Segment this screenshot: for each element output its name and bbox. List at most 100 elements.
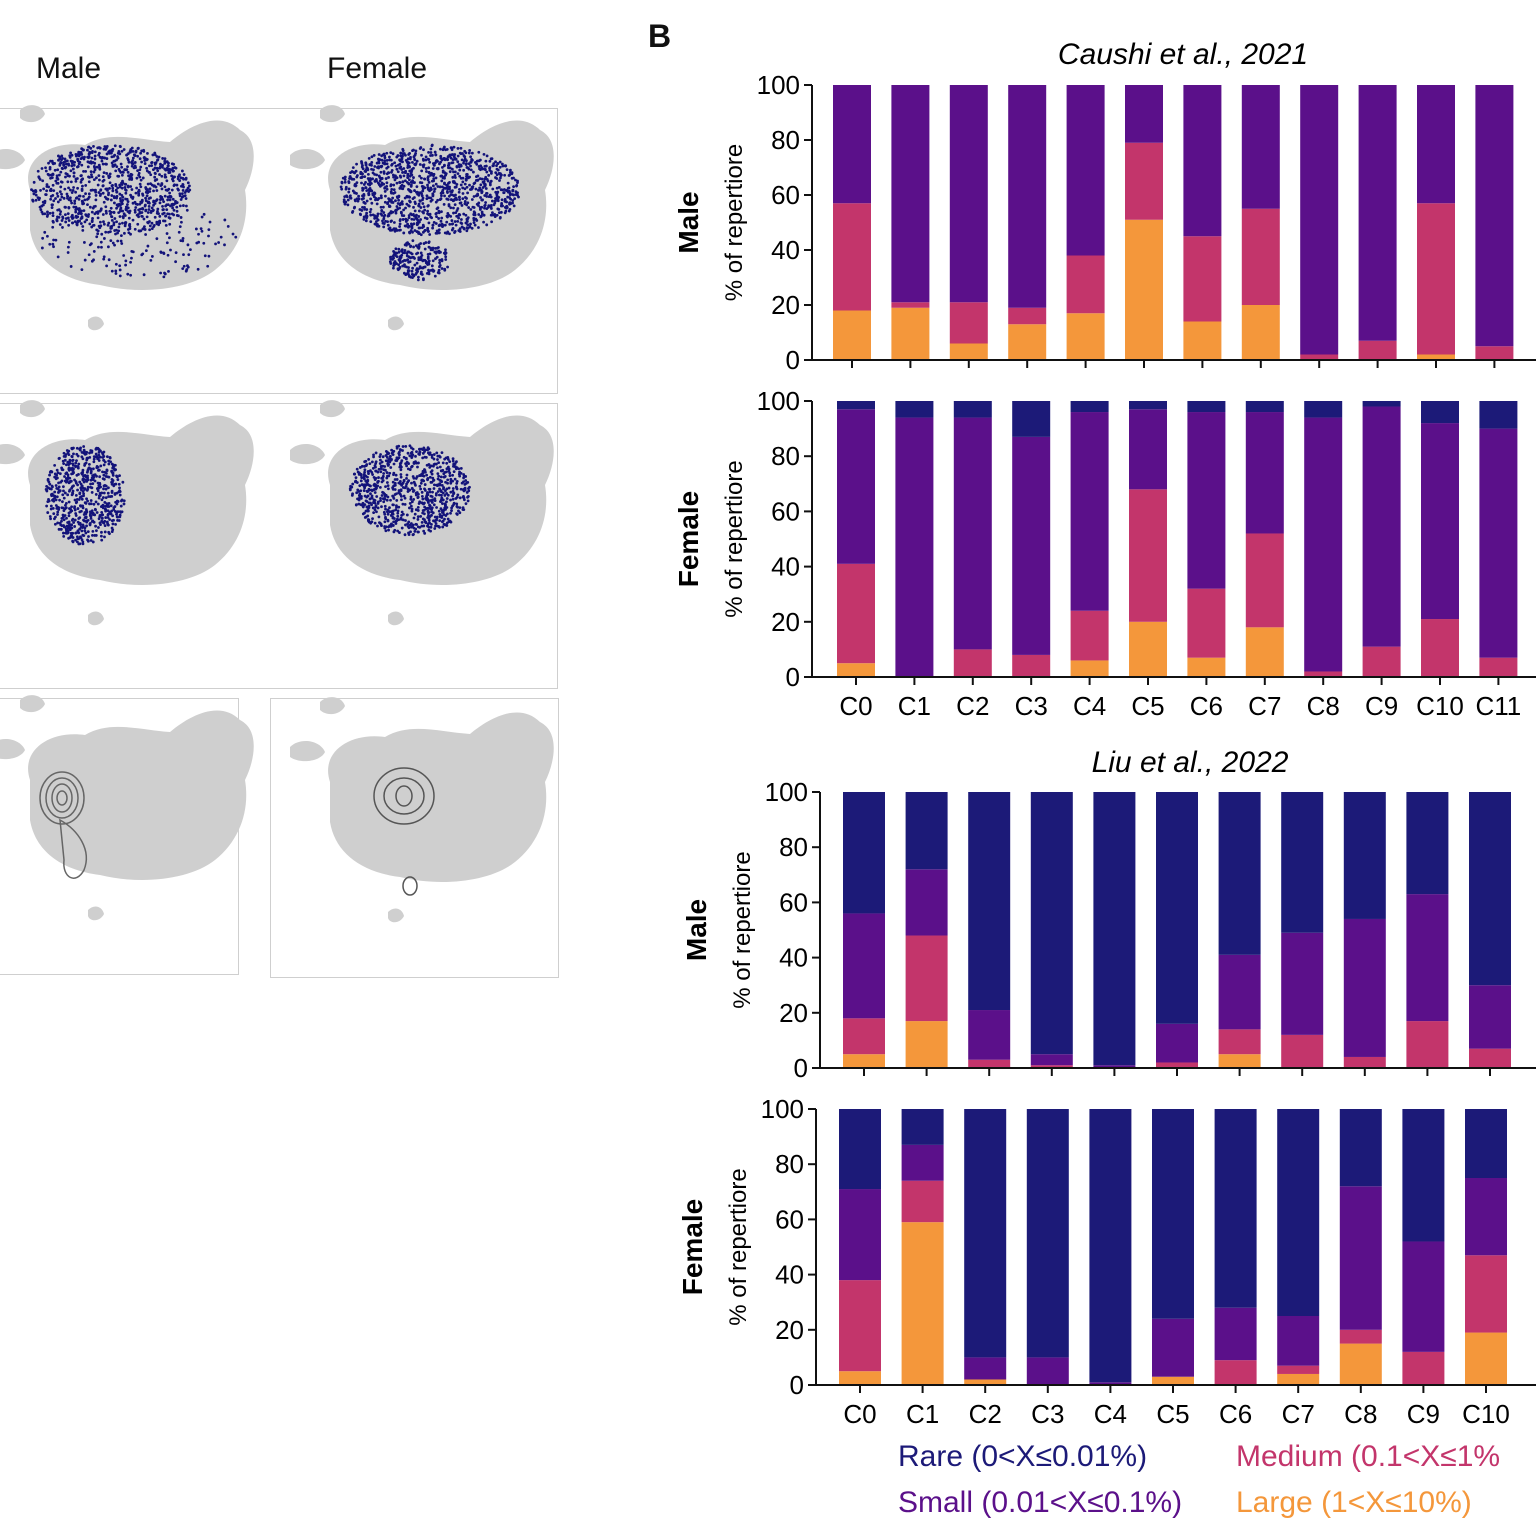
- umap-female-row-1-highlight: [339, 143, 520, 237]
- umap-cell-cloud: [328, 712, 554, 882]
- dataset-title: Liu et al., 2022: [1092, 746, 1289, 779]
- x-tick-label: C10: [1416, 691, 1464, 721]
- bar-segment-small: [964, 1357, 1007, 1380]
- bar-segment-medium: [1339, 1329, 1382, 1344]
- x-tick-label: C5: [1131, 691, 1164, 721]
- bar-segment-small: [1358, 85, 1397, 341]
- bar-segment-small: [1129, 409, 1167, 490]
- x-tick-label: C10: [1462, 1399, 1510, 1429]
- y-tick-label: 40: [771, 552, 800, 582]
- bar-segment-medium: [1218, 1029, 1261, 1055]
- x-tick-label: C2: [969, 1399, 1002, 1429]
- umap-cell-cluster: [290, 148, 325, 170]
- bar-segment-small: [1093, 1065, 1136, 1068]
- bar-segment-small: [968, 1010, 1011, 1060]
- bar-segment-medium: [1358, 340, 1397, 360]
- bar-segment-small: [1475, 85, 1514, 347]
- bar-segment-medium: [968, 1059, 1011, 1068]
- bar-segment-medium: [1406, 1021, 1449, 1068]
- bar-segment-large: [1129, 621, 1167, 677]
- x-tick-label: C5: [1156, 1399, 1189, 1429]
- bar-segment-rare: [901, 1109, 944, 1145]
- bar-segment-rare: [1245, 401, 1284, 413]
- bar-segment-small: [1402, 1241, 1445, 1352]
- y-tick-label: 60: [775, 1204, 804, 1234]
- x-tick-label: C8: [1307, 691, 1340, 721]
- bar-segment-rare: [1156, 792, 1198, 1024]
- bar-segment-rare: [895, 401, 934, 418]
- y-tick-label: 40: [771, 235, 800, 265]
- bar-segment-large: [1277, 1373, 1320, 1385]
- y-tick-label: 100: [757, 70, 800, 100]
- bar-segment-medium: [891, 302, 930, 308]
- x-tick-label: C7: [1248, 691, 1281, 721]
- bar-segment-small: [1183, 85, 1222, 237]
- umap-female-density: [290, 697, 554, 923]
- bar-segment-rare: [1281, 792, 1324, 933]
- bar-segment-small: [1421, 423, 1459, 620]
- bar-segment-medium: [1245, 533, 1284, 628]
- stacked-bar-chart: C0 C1 C2 C3 C4 C5 C6 C7 C8 C9 C10 C11 0 20 40 60 80 100 % …: [673, 386, 1536, 721]
- bar-segment-rare: [1406, 792, 1449, 895]
- bar-segment-small: [953, 417, 992, 650]
- bar-segment-medium: [953, 649, 992, 677]
- bar-segment-large: [1066, 313, 1105, 360]
- bar-segment-small: [1343, 918, 1386, 1057]
- bar-segment-rare: [1214, 1109, 1257, 1308]
- y-tick-label: 100: [757, 386, 800, 416]
- bar-segment-small: [1241, 85, 1280, 209]
- bar-segment-large: [1183, 321, 1222, 360]
- bar-segment-large: [1241, 305, 1280, 360]
- umap-male-row-1: [0, 105, 254, 331]
- bar-segment-rare: [1421, 401, 1459, 424]
- bar-segment-large: [1125, 219, 1163, 360]
- x-tick-label: C3: [1015, 691, 1048, 721]
- bar-segment-rare: [837, 401, 875, 410]
- legend-large: Large (1<X≤10%): [1236, 1486, 1472, 1519]
- umap-cell-cluster: [20, 105, 45, 123]
- bar-segment-medium: [1475, 346, 1514, 360]
- legend-rare: Rare (0<X≤0.01%): [898, 1440, 1148, 1473]
- bar-segment-rare: [1093, 792, 1136, 1066]
- bar-segment-medium: [1156, 1062, 1198, 1068]
- bar-segment-small: [1218, 954, 1261, 1030]
- bar-segment-small: [891, 85, 930, 303]
- bar-segment-large: [1070, 660, 1109, 677]
- y-axis-label: % of repertiore: [721, 144, 748, 301]
- bar-segment-rare: [1070, 401, 1109, 413]
- bar-segment-rare: [1469, 792, 1511, 986]
- bar-segment-small: [1417, 85, 1455, 204]
- umap-cell-cluster: [88, 906, 104, 921]
- bar-segment-rare: [1339, 1109, 1382, 1187]
- bar-segment-small: [839, 1189, 881, 1281]
- bar-segment-medium: [1479, 657, 1518, 677]
- bar-segment-medium: [1300, 354, 1339, 360]
- bar-segment-small: [905, 869, 948, 936]
- group-label: Female: [673, 491, 704, 588]
- bar-segment-rare: [905, 792, 948, 870]
- bar-segment-medium: [1469, 1048, 1511, 1068]
- bar-segment-small: [1152, 1318, 1194, 1377]
- umap-plots: [0, 105, 554, 923]
- y-tick-label: 40: [779, 943, 808, 973]
- umap-cell-cluster: [388, 611, 404, 626]
- bar-segment-small: [1281, 932, 1324, 1035]
- umap-cell-cloud: [28, 710, 254, 880]
- umap-female-density-contours: [373, 767, 435, 896]
- bar-segment-small: [1030, 1054, 1073, 1066]
- bar-segment-medium: [1183, 236, 1222, 322]
- umap-cell-cluster: [0, 444, 25, 465]
- bar-segment-small: [1469, 985, 1511, 1049]
- bar-segment-large: [1218, 1054, 1261, 1068]
- stacked-bar-chart: 0 20 40 60 80 100 % of repertiore Male: [673, 70, 1536, 375]
- umap-column-label-male: Male: [36, 52, 102, 85]
- bar-segment-medium: [905, 935, 948, 1022]
- bar-segment-small: [1304, 417, 1343, 672]
- y-tick-label: 0: [786, 345, 800, 375]
- x-tick-label: C8: [1344, 1399, 1377, 1429]
- bar-segment-large: [1339, 1343, 1382, 1385]
- bar-segment-rare: [1026, 1109, 1069, 1358]
- bar-segment-large: [891, 307, 930, 360]
- umap-male-density-contours: [39, 771, 88, 879]
- umap-column-label-female: Female: [327, 52, 428, 85]
